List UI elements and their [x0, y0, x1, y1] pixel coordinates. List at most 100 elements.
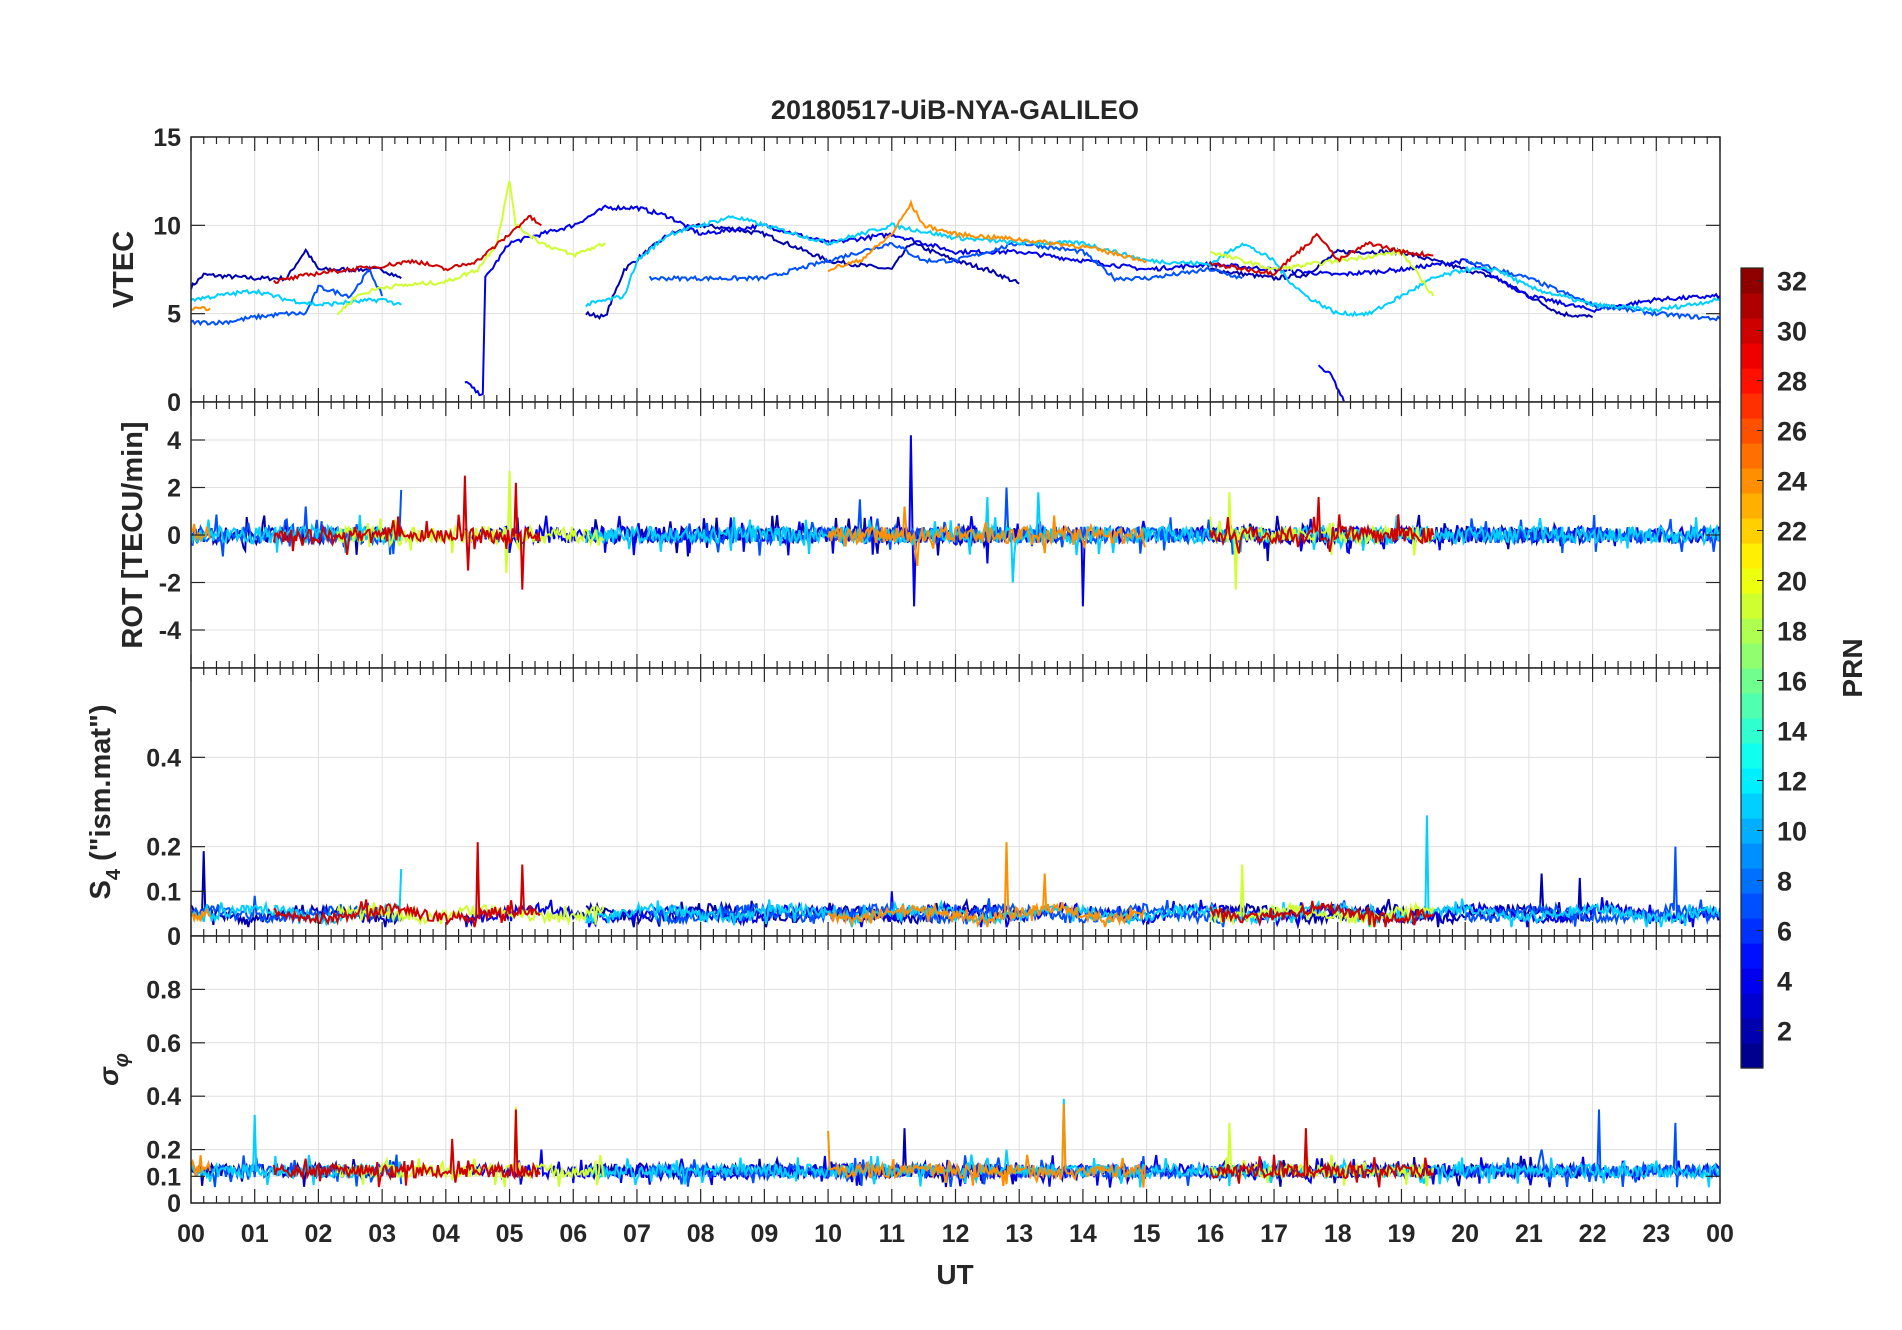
colorbar-block-prn-23: [1741, 493, 1763, 519]
x-tick-label: 23: [1642, 1220, 1670, 1248]
x-tick-label: 15: [1133, 1220, 1161, 1248]
series-group: [191, 435, 1720, 607]
series-line-prn-24: [191, 305, 211, 312]
series-line-prn-30: [1209, 496, 1435, 554]
series-line-prn-30: [273, 214, 542, 284]
series-line-prn-24: [827, 199, 1148, 273]
y-tick-label: 0.6: [146, 1030, 181, 1058]
colorbar-tick-label: 4: [1777, 967, 1792, 997]
y-axis-label: σφ: [93, 1053, 133, 1086]
y-axis-label: ROT [TECU/min]: [117, 421, 149, 648]
colorbar-block-prn-18: [1741, 618, 1763, 644]
series-line-prn-24: [191, 907, 211, 924]
series-line-prn-7: [191, 265, 384, 327]
panel-rot: -4 -2 0 2 4 ROT [TECU/min]: [117, 401, 1721, 669]
y-tick-label: 0.1: [146, 1163, 181, 1191]
series-group: [191, 1098, 1720, 1188]
colorbar-label: PRN: [1837, 638, 1868, 697]
series-group: [191, 815, 1720, 930]
series-line-prn-7: [1464, 1109, 1720, 1188]
y-tick-label: -2: [159, 570, 181, 598]
x-tick-label: 03: [368, 1220, 396, 1248]
x-tick-label: 19: [1388, 1220, 1416, 1248]
series-line-prn-11: [191, 288, 402, 308]
colorbar-block-prn-20: [1741, 568, 1763, 594]
x-tick-label: 05: [496, 1220, 524, 1248]
colorbar-block-prn-10: [1741, 818, 1763, 844]
panel-vtec: 0 5 10 15 VTEC: [108, 124, 1721, 417]
y-axis-label-main: σ: [93, 1066, 124, 1086]
colorbar-tick-label: 2: [1777, 1017, 1792, 1047]
colorbar-block-prn-19: [1741, 593, 1763, 619]
chart-title: 20180517-UiB-NYA-GALILEO: [771, 95, 1139, 125]
y-tick-label: 10: [153, 212, 181, 240]
series-line-prn-24: [827, 506, 1146, 567]
x-tick-label: 20: [1451, 1220, 1479, 1248]
colorbar-block-prn-17: [1741, 643, 1763, 669]
x-tick-label: 18: [1324, 1220, 1352, 1248]
colorbar-block-prn-29: [1741, 343, 1763, 369]
series-line-prn-24: [191, 1155, 212, 1177]
x-tick-label: 08: [687, 1220, 715, 1248]
y-tick-label: 0: [167, 389, 181, 417]
colorbar-tick-label: 14: [1777, 717, 1807, 747]
colorbar-block-prn-7: [1741, 893, 1763, 919]
y-axis-label-main: S: [85, 880, 117, 899]
colorbar-tick-label: 32: [1777, 267, 1807, 297]
colorbar-block-prn-16: [1741, 668, 1763, 694]
x-tick-label: 21: [1515, 1220, 1543, 1248]
series-line-prn-11: [191, 868, 403, 927]
series-line-prn-11: [585, 1098, 1720, 1188]
y-tick-label: 15: [153, 124, 181, 152]
colorbar-block-prn-25: [1741, 443, 1763, 469]
series-line-prn-19: [336, 1106, 605, 1188]
y-axis-label: VTEC: [108, 231, 140, 308]
series-line-prn-30: [272, 475, 541, 590]
x-tick-label: 16: [1196, 1220, 1224, 1248]
y-tick-label: 0: [167, 522, 181, 550]
colorbar-tick-label: 30: [1777, 317, 1807, 347]
colorbar-block-prn-5: [1741, 943, 1763, 969]
colorbar-block-prn-26: [1741, 418, 1763, 444]
y-axis-label-subscript: 4: [103, 868, 125, 880]
colorbar-block-prn-1: [1741, 1043, 1763, 1069]
x-tick-label: 01: [241, 1220, 269, 1248]
series-line-prn-30: [272, 1109, 541, 1188]
series-line-prn-11: [585, 214, 1720, 318]
colorbar-block-prn-6: [1741, 918, 1763, 944]
y-tick-label: 0.4: [146, 1083, 181, 1111]
series-line-prn-2: [191, 247, 402, 290]
y-tick-label: 0.4: [146, 744, 181, 772]
y-tick-label: 0.2: [146, 1137, 181, 1165]
y-tick-label: 2: [167, 475, 181, 503]
colorbar-block-prn-22: [1741, 518, 1763, 544]
x-tick-label: 02: [305, 1220, 333, 1248]
x-tick-label: 14: [1069, 1220, 1097, 1248]
colorbar-tick-label: 16: [1777, 667, 1807, 697]
colorbar-block-prn-31: [1741, 293, 1763, 319]
colorbar-block-prn-9: [1741, 843, 1763, 869]
x-tick-label: 17: [1260, 1220, 1288, 1248]
series-line-prn-24: [827, 842, 1146, 928]
colorbar-block-prn-28: [1741, 368, 1763, 394]
colorbar-tick-label: 24: [1777, 467, 1807, 497]
colorbar-block-prn-14: [1741, 718, 1763, 744]
x-tick-label: 04: [432, 1220, 460, 1248]
y-tick-label: -4: [159, 617, 181, 645]
y-tick-label: 0.8: [146, 976, 181, 1004]
y-tick-label: 0: [167, 923, 181, 951]
series-line-prn-30: [1209, 232, 1434, 277]
y-tick-label: 0.2: [146, 834, 181, 862]
colorbar-block-prn-24: [1741, 468, 1763, 494]
colorbar-block-prn-3: [1741, 993, 1763, 1019]
series-line-prn-4: [464, 204, 1720, 397]
series-line-prn-11: [585, 492, 1720, 583]
y-tick-label: 0.1: [146, 878, 181, 906]
colorbar-tick-label: 28: [1777, 367, 1807, 397]
colorbar-tick-label: 20: [1777, 567, 1807, 597]
series-line-prn-19: [1209, 864, 1435, 928]
x-tick-label: 06: [559, 1220, 587, 1248]
colorbar-block-prn-2: [1741, 1018, 1763, 1044]
